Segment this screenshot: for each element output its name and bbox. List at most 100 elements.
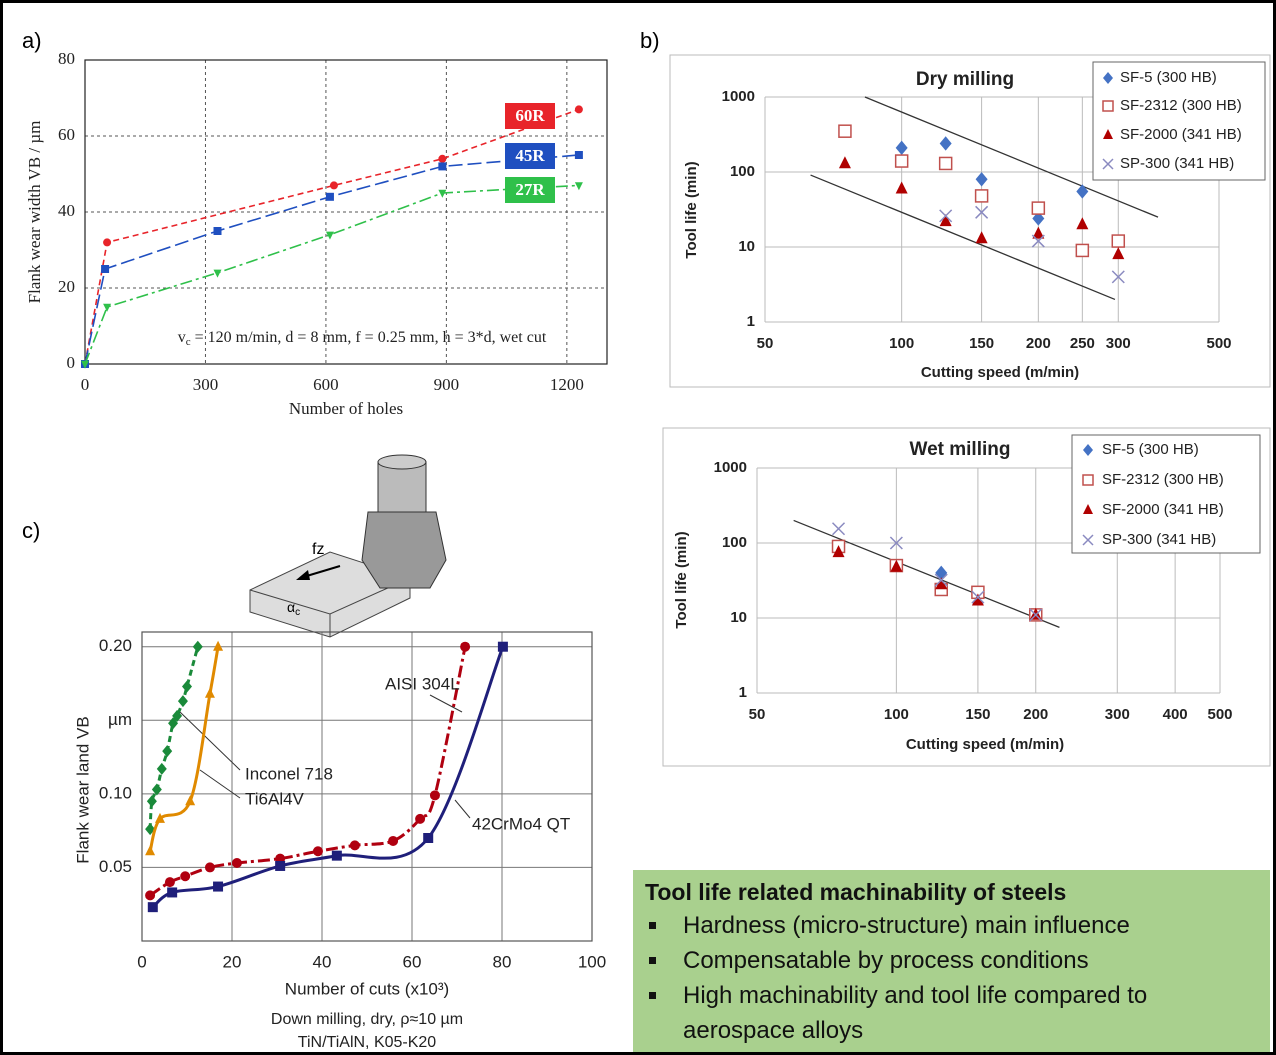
marker — [231, 858, 242, 869]
x-tick-label: 0 — [81, 375, 90, 394]
marker — [204, 862, 215, 873]
marker — [1102, 100, 1114, 112]
legend-label: SF-2312 (300 HB) — [1120, 97, 1242, 114]
y-tick-label: 40 — [58, 201, 75, 220]
y-tick-label: 100 — [722, 534, 747, 551]
x-tick-label: 900 — [434, 375, 460, 394]
legend-box — [1071, 434, 1261, 554]
trend-line — [793, 519, 1060, 628]
x-tick-label: 150 — [965, 706, 990, 723]
marker — [939, 209, 953, 223]
x-tick-label: 250 — [1070, 335, 1095, 352]
y-axis-label: Flank wear width VB / µm — [25, 121, 44, 304]
marker — [939, 136, 952, 151]
marker — [1032, 211, 1045, 226]
y-tick-label: 0 — [67, 353, 76, 372]
marker — [971, 590, 985, 604]
marker — [1029, 607, 1042, 620]
y-axis-label: Flank wear land VB — [73, 716, 92, 863]
marker — [1032, 226, 1045, 239]
chart: 50 100 150 200 250 300 500 1 10 100 1000 Dry millin… — [683, 61, 1266, 381]
marker — [574, 182, 583, 191]
marker — [1112, 247, 1125, 260]
x-tick-label: 300 — [1105, 706, 1130, 723]
marker — [81, 360, 89, 369]
marker — [164, 877, 175, 888]
y-tick-label: 10 — [730, 609, 747, 626]
chart: 50 100 150 200 300 400 500 1 10 100 1000 Wet millin… — [673, 434, 1261, 753]
marker — [1083, 504, 1093, 514]
annotation-symbol: v — [178, 329, 186, 346]
marker — [145, 890, 156, 901]
marker — [497, 641, 508, 652]
marker — [1076, 217, 1089, 230]
annotation-text: = 120 m/min, d = 8 mm, f = 0.25 mm, h = … — [191, 329, 547, 346]
marker — [574, 105, 583, 114]
marker — [895, 181, 908, 194]
leader-line — [454, 799, 471, 819]
marker — [438, 189, 447, 198]
marker — [1031, 234, 1045, 248]
marker — [185, 795, 196, 806]
summary-title: Tool life related machinability of steel… — [645, 879, 1067, 905]
y-tick-label: 1000 — [714, 459, 747, 476]
legend-label: SF-2000 (341 HB) — [1120, 126, 1242, 143]
marker — [832, 545, 845, 558]
angle-label: αc — [287, 599, 300, 618]
panel-label: a) — [22, 28, 42, 53]
marker — [1083, 444, 1093, 456]
marker — [1102, 158, 1114, 170]
x-tick-label: 200 — [1023, 706, 1048, 723]
marker — [1029, 608, 1043, 622]
legend-label: SF-2312 (300 HB) — [1102, 471, 1224, 488]
series-label: 60R — [515, 106, 545, 125]
x-tick-label: 400 — [1163, 706, 1188, 723]
marker — [155, 812, 165, 823]
marker — [192, 640, 203, 653]
legend-box — [1092, 61, 1266, 181]
y-tick-label: 20 — [58, 277, 75, 296]
bullet: Compensatable by process conditions — [649, 943, 1260, 978]
series-line — [148, 646, 200, 830]
marker — [182, 680, 192, 693]
series-line — [84, 154, 579, 365]
x-tick-label: 20 — [223, 952, 242, 971]
arrow-head — [296, 570, 310, 580]
marker — [1082, 534, 1094, 546]
x-tick-label: 200 — [1026, 335, 1051, 352]
x-tick-label: 100 — [889, 335, 914, 352]
marker — [177, 695, 188, 708]
y-tick-label: 100 — [730, 163, 755, 180]
marker — [1075, 243, 1090, 258]
marker — [831, 522, 846, 536]
marker — [325, 231, 334, 240]
marker — [975, 172, 988, 187]
series-label: 45R — [515, 146, 545, 165]
series-label: Inconel 718 — [245, 764, 333, 783]
marker — [349, 840, 360, 851]
x-tick-label: 60 — [403, 952, 422, 971]
marker — [204, 687, 215, 698]
bullet: Hardness (micro-structure) main influenc… — [649, 908, 1260, 943]
series-label-box — [505, 143, 555, 169]
series-label-box — [505, 177, 555, 203]
marker — [975, 205, 989, 219]
x-axis-label: Number of cuts (x10³) — [285, 979, 449, 998]
marker — [103, 238, 112, 247]
marker — [213, 227, 222, 235]
marker — [415, 813, 426, 824]
x-axis-label: Cutting speed (m/min) — [921, 364, 1079, 381]
marker — [889, 536, 903, 550]
legend-label: SF-5 (300 HB) — [1102, 441, 1199, 458]
marker — [1111, 234, 1126, 248]
y-tick-label: 0.05 — [99, 857, 132, 876]
x-tick-label: 150 — [969, 335, 994, 352]
x-axis-label: Number of holes — [289, 399, 403, 418]
marker — [1103, 72, 1113, 84]
series-label: 27R — [515, 180, 545, 199]
series-line — [84, 108, 580, 365]
marker — [213, 881, 224, 892]
y-tick-label: 10 — [738, 238, 755, 255]
y-tick-label: 1000 — [722, 88, 755, 105]
y-tick-label: 0.10 — [99, 783, 132, 802]
